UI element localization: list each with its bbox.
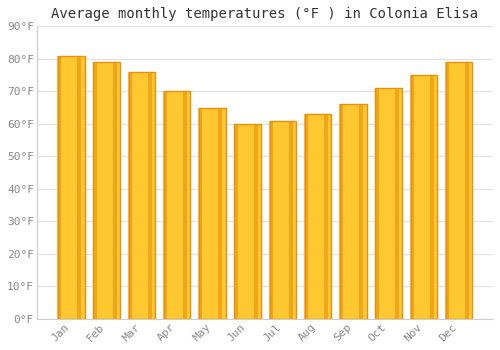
Bar xyxy=(128,72,155,319)
Bar xyxy=(58,56,62,319)
Title: Average monthly temperatures (°F ) in Colonia Elisa: Average monthly temperatures (°F ) in Co… xyxy=(52,7,478,21)
Bar xyxy=(199,107,226,319)
Bar xyxy=(304,114,308,319)
Bar xyxy=(360,104,364,319)
Bar xyxy=(198,107,202,319)
Bar xyxy=(218,107,222,319)
Bar xyxy=(465,62,469,319)
Bar xyxy=(446,62,472,319)
Bar xyxy=(445,62,449,319)
Bar xyxy=(340,104,366,319)
Bar xyxy=(289,120,293,319)
Bar xyxy=(148,72,152,319)
Bar xyxy=(270,120,296,319)
Bar xyxy=(94,62,120,319)
Bar xyxy=(394,88,398,319)
Bar xyxy=(305,114,332,319)
Bar xyxy=(269,120,273,319)
Bar xyxy=(254,124,258,319)
Bar xyxy=(234,124,261,319)
Bar xyxy=(374,88,378,319)
Bar xyxy=(376,88,402,319)
Bar xyxy=(78,56,82,319)
Bar xyxy=(410,75,437,319)
Bar xyxy=(340,104,344,319)
Bar xyxy=(324,114,328,319)
Bar xyxy=(410,75,414,319)
Bar xyxy=(58,56,84,319)
Bar xyxy=(234,124,237,319)
Bar xyxy=(430,75,434,319)
Bar xyxy=(112,62,116,319)
Bar xyxy=(163,91,167,319)
Bar xyxy=(183,91,187,319)
Bar xyxy=(164,91,190,319)
Bar xyxy=(128,72,132,319)
Bar xyxy=(92,62,96,319)
